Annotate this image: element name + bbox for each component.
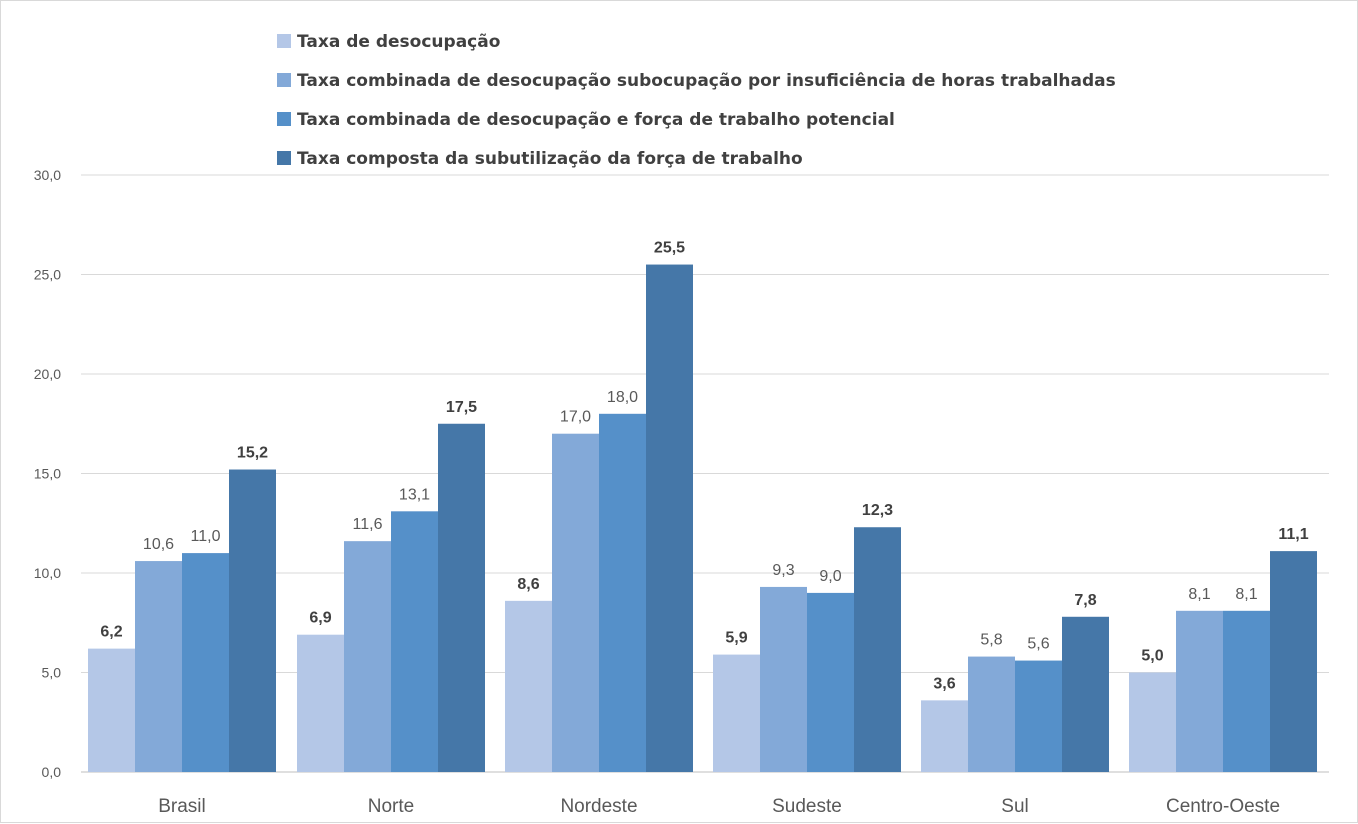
category-label: Centro-Oeste bbox=[1166, 796, 1280, 817]
legend-swatch bbox=[277, 34, 291, 48]
data-label: 13,1 bbox=[399, 486, 430, 503]
data-label: 11,6 bbox=[353, 516, 383, 533]
data-label: 5,8 bbox=[980, 632, 1002, 649]
bar bbox=[807, 592, 854, 772]
data-label: 5,9 bbox=[725, 630, 747, 647]
bar bbox=[713, 654, 760, 772]
data-label: 15,2 bbox=[237, 445, 268, 462]
data-label: 8,1 bbox=[1188, 586, 1210, 603]
data-label: 11,0 bbox=[191, 528, 221, 545]
data-label: 6,2 bbox=[100, 624, 122, 641]
bar bbox=[1176, 610, 1223, 772]
legend: Taxa de desocupação Taxa combinada de des… bbox=[277, 32, 1116, 169]
y-axis-ticks: 0,0 5,0 10,0 15,0 20,0 25,0 30,0 bbox=[34, 167, 61, 780]
bar bbox=[921, 700, 968, 772]
bar bbox=[1270, 551, 1317, 772]
bar bbox=[229, 469, 276, 772]
bar bbox=[88, 648, 135, 772]
y-tick-label: 30,0 bbox=[34, 167, 61, 183]
data-labels: 6,2 6,9 8,6 5,9 3,6 5,0 10,6 11,6 17,0 9,3 5,8 8,1 1… bbox=[100, 240, 1308, 693]
category-label: Brasil bbox=[158, 796, 206, 817]
data-label: 17,5 bbox=[446, 399, 477, 416]
data-label: 17,0 bbox=[560, 409, 591, 426]
bar bbox=[391, 511, 438, 772]
legend-swatch bbox=[277, 112, 291, 126]
y-tick-label: 5,0 bbox=[42, 665, 62, 681]
data-label: 18,0 bbox=[607, 389, 638, 406]
data-label: 6,9 bbox=[309, 610, 331, 627]
legend-swatch bbox=[277, 151, 291, 165]
bar bbox=[344, 541, 391, 772]
bar bbox=[968, 656, 1015, 772]
bar bbox=[552, 433, 599, 772]
data-label: 8,1 bbox=[1235, 586, 1257, 603]
bar bbox=[135, 561, 182, 772]
bar bbox=[760, 586, 807, 772]
data-label: 5,0 bbox=[1141, 648, 1163, 665]
category-label: Norte bbox=[368, 796, 414, 817]
legend-swatch bbox=[277, 73, 291, 87]
data-label: 10,6 bbox=[143, 536, 174, 553]
data-label: 5,6 bbox=[1027, 636, 1049, 653]
bar bbox=[1129, 672, 1176, 772]
data-label: 9,3 bbox=[772, 562, 794, 579]
y-tick-label: 0,0 bbox=[42, 764, 62, 780]
bar bbox=[1223, 610, 1270, 772]
data-label: 3,6 bbox=[933, 675, 955, 692]
data-label: 7,8 bbox=[1074, 592, 1096, 609]
legend-label: Taxa de desocupação bbox=[297, 32, 500, 52]
bar bbox=[505, 600, 552, 772]
bar bbox=[297, 634, 344, 772]
data-label: 25,5 bbox=[654, 240, 685, 257]
data-label: 12,3 bbox=[862, 502, 893, 519]
category-label: Sudeste bbox=[772, 796, 842, 817]
bar bbox=[599, 413, 646, 772]
bars bbox=[88, 264, 1317, 772]
bar bbox=[438, 423, 485, 772]
bar bbox=[182, 553, 229, 772]
bar bbox=[1015, 660, 1062, 772]
y-tick-label: 25,0 bbox=[34, 267, 61, 283]
category-label: Nordeste bbox=[560, 796, 637, 817]
bar bbox=[1062, 616, 1109, 772]
y-tick-label: 10,0 bbox=[34, 565, 61, 581]
x-axis-categories: Brasil Norte Nordeste Sudeste Sul Centro-Oest… bbox=[158, 796, 1280, 817]
data-label: 11,1 bbox=[1278, 526, 1308, 543]
category-label: Sul bbox=[1001, 796, 1028, 817]
legend-label: Taxa composta da subutilização da força … bbox=[297, 149, 803, 169]
data-label: 9,0 bbox=[819, 568, 841, 585]
bar bbox=[854, 527, 901, 772]
gridlines bbox=[81, 174, 1329, 773]
data-label: 8,6 bbox=[517, 576, 539, 593]
legend-label: Taxa combinada de desocupação e força de… bbox=[297, 110, 895, 130]
y-tick-label: 20,0 bbox=[34, 366, 61, 382]
y-tick-label: 15,0 bbox=[34, 466, 61, 482]
legend-label: Taxa combinada de desocupação subocupaçã… bbox=[297, 71, 1116, 91]
bar bbox=[646, 264, 693, 772]
